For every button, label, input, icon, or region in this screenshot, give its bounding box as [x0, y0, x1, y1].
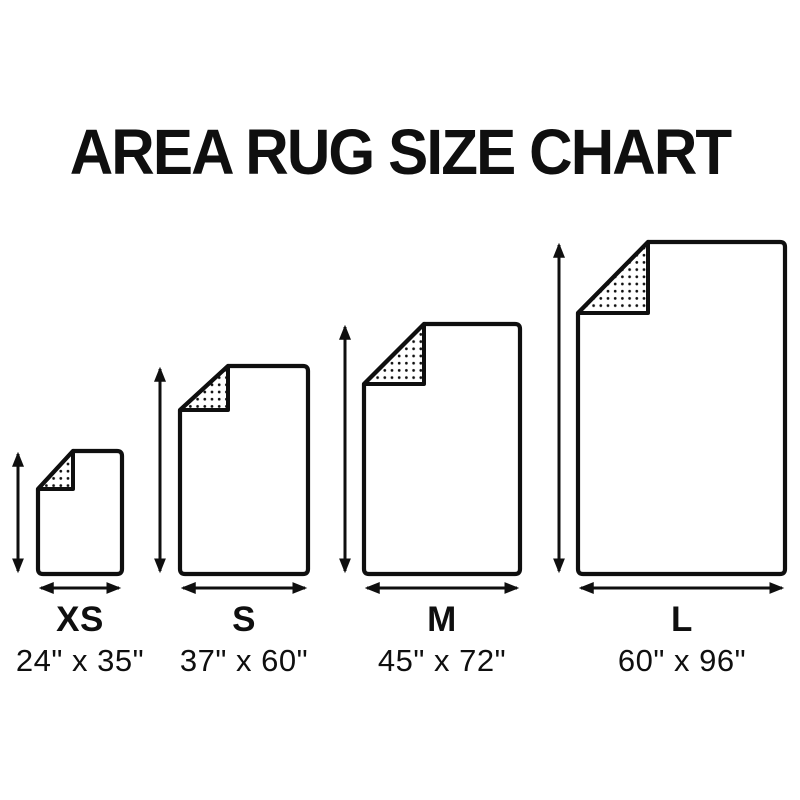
size-label-xs: XS	[56, 600, 104, 639]
size-dimensions-s: 37" x 60"	[179, 643, 309, 678]
rug-outline-m	[361, 321, 523, 577]
size-label-m: M	[427, 600, 457, 639]
page-title: AREA RUG SIZE CHART	[69, 116, 732, 188]
rug-folded-corner-s	[178, 364, 230, 412]
rug-figure-xs	[12, 448, 125, 594]
size-dimensions-l: 60" x 96"	[617, 643, 747, 678]
size-dimensions-xs: 24" x 35"	[15, 643, 145, 678]
rug-folded-corner-xs	[36, 449, 75, 491]
rug-outline-s	[177, 363, 311, 577]
rug-folded-corner-m	[362, 322, 426, 386]
size-dimensions-m: 45" x 72"	[377, 643, 507, 678]
rug-outline-l	[575, 239, 788, 577]
rug-folded-corner-l	[576, 240, 650, 315]
rug-figure-s	[154, 363, 311, 594]
size-label-s: S	[232, 600, 256, 639]
rug-outline-xs	[35, 448, 125, 577]
rug-figure-m	[339, 321, 523, 594]
rug-figure-l	[553, 239, 788, 594]
size-label-l: L	[671, 600, 693, 639]
